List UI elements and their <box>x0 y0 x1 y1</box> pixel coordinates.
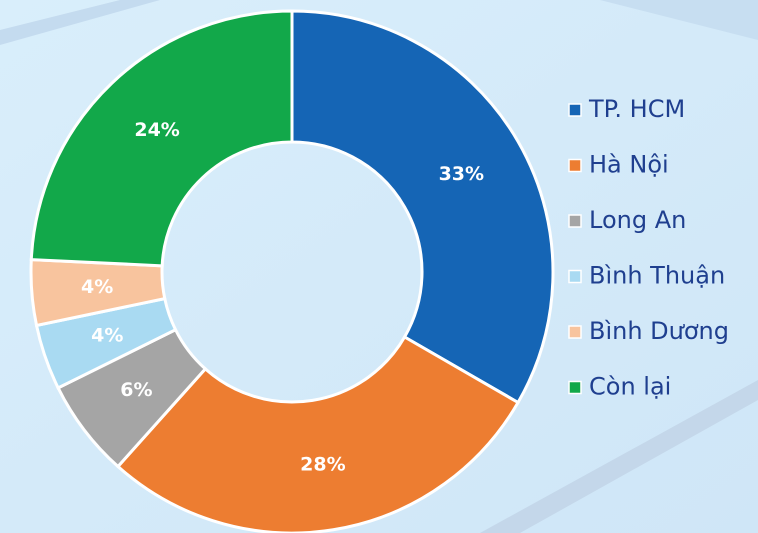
stripe <box>600 0 758 40</box>
stripe <box>480 380 758 533</box>
legend-label: Hà Nội <box>589 151 669 179</box>
value-label: 6% <box>120 379 152 401</box>
value-label: 28% <box>300 454 345 476</box>
donut-slice <box>115 334 521 533</box>
legend-swatch <box>568 158 582 173</box>
legend-swatch <box>568 380 582 395</box>
legend-label: Bình Dương <box>589 317 729 345</box>
legend-label: Bình Thuận <box>589 262 725 290</box>
legend-swatch <box>568 103 582 117</box>
legend-label: Long An <box>589 206 686 234</box>
value-label: 4% <box>91 324 123 346</box>
stripe <box>0 0 160 45</box>
legend-swatch <box>568 325 582 339</box>
plot: 33% 28% 6% 4% 4% 24% TP. HCM Hà Nội Long An Bình … <box>29 9 729 533</box>
donut-slice <box>29 9 294 268</box>
legend-swatch <box>568 214 582 228</box>
value-label: 4% <box>81 276 113 298</box>
value-label: 33% <box>439 163 484 185</box>
legend-label: Còn lại <box>589 373 671 401</box>
legend-label: TP. HCM <box>588 95 685 123</box>
donut-slice <box>290 9 555 405</box>
value-label: 24% <box>134 119 179 141</box>
legend-swatch <box>568 269 582 284</box>
